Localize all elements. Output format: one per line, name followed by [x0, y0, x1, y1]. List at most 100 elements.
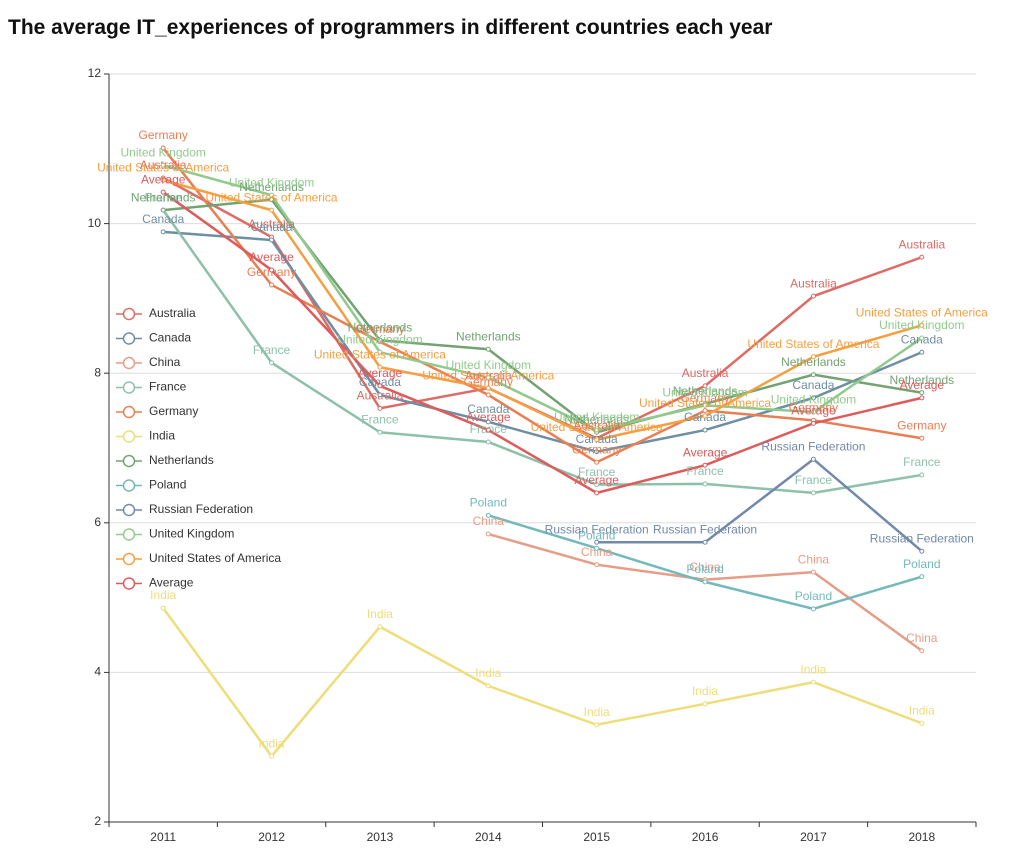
data-point — [377, 349, 383, 355]
data-point — [810, 420, 816, 426]
data-point — [485, 385, 491, 391]
data-point — [594, 437, 600, 443]
data-label: France — [795, 473, 833, 487]
data-point — [160, 162, 166, 168]
data-label: Average — [791, 403, 836, 417]
data-point — [269, 237, 275, 243]
legend-item[interactable]: United States of America — [116, 551, 281, 566]
legend-item[interactable]: Russian Federation — [116, 502, 253, 517]
data-label: France — [578, 465, 616, 479]
data-point — [919, 390, 925, 396]
x-tick-label: 2018 — [908, 830, 935, 844]
data-point — [702, 481, 708, 487]
legend-marker — [122, 307, 136, 321]
legend-item[interactable]: Average — [116, 576, 194, 590]
data-label: Russian Federation — [761, 439, 865, 453]
data-label: Poland — [470, 495, 507, 509]
data-point — [594, 722, 600, 728]
legend-label: France — [149, 380, 187, 394]
legend-label: Australia — [149, 306, 196, 320]
data-point — [919, 395, 925, 401]
legend-item[interactable]: Canada — [116, 331, 191, 345]
legend-marker — [122, 577, 136, 590]
data-label: United States of America — [314, 347, 446, 361]
y-tick-label: 10 — [88, 216, 102, 230]
y-tick-label: 8 — [94, 365, 101, 379]
chart-title: The average IT_experiences of programmer… — [8, 16, 772, 39]
legend-item[interactable]: France — [116, 380, 187, 394]
legend-marker — [122, 356, 136, 370]
data-point — [269, 207, 275, 213]
legend-item[interactable]: India — [116, 429, 175, 443]
data-point — [485, 531, 491, 537]
legend-marker — [122, 479, 136, 492]
data-label: Poland — [578, 528, 615, 542]
data-label: Canada — [251, 220, 293, 234]
legend-marker — [122, 454, 136, 468]
legend-label: Germany — [149, 404, 198, 418]
data-point — [702, 413, 708, 419]
data-point — [485, 683, 491, 689]
data-label: Germany — [897, 418, 946, 432]
data-point — [594, 539, 600, 545]
legend-label: United Kingdom — [149, 527, 234, 541]
data-label: United States of America — [97, 160, 229, 174]
data-label: United Kingdom — [120, 145, 205, 159]
data-label: France — [145, 190, 183, 204]
series-line — [596, 457, 923, 553]
data-point — [377, 429, 383, 435]
data-label: United Kingdom — [662, 386, 747, 400]
data-point — [919, 322, 925, 328]
legend-label: Canada — [149, 331, 191, 345]
x-tick-label: 2017 — [800, 830, 827, 844]
legend-item[interactable]: Australia — [116, 306, 196, 321]
data-label: United Kingdom — [771, 392, 856, 406]
data-point — [702, 579, 708, 585]
data-point — [810, 456, 816, 462]
data-label: Netherlands — [348, 320, 413, 334]
legend-item[interactable]: United Kingdom — [116, 527, 234, 541]
data-point — [377, 337, 383, 343]
data-label: Average — [466, 410, 511, 424]
data-label: Netherlands — [889, 373, 954, 387]
legend-label: India — [149, 429, 175, 443]
data-point — [377, 364, 383, 370]
legend-label: Poland — [149, 478, 186, 492]
data-label: Netherlands — [673, 384, 738, 398]
data-point — [269, 753, 275, 759]
data-point — [485, 392, 491, 398]
data-label: Poland — [903, 557, 940, 571]
legend-label: China — [149, 355, 181, 369]
x-tick-label: 2011 — [150, 830, 176, 844]
data-label: Russian Federation — [545, 522, 649, 536]
data-point — [485, 375, 491, 381]
data-point — [702, 408, 708, 414]
legend-item[interactable]: Germany — [116, 404, 198, 419]
legend-item[interactable]: China — [116, 355, 181, 370]
data-label: Australia — [790, 276, 837, 290]
series-line — [163, 230, 923, 454]
data-label: India — [259, 736, 285, 750]
data-label: France — [361, 412, 399, 426]
series-line — [162, 607, 923, 759]
data-point — [919, 548, 925, 554]
data-label: Australia — [573, 418, 620, 432]
data-point — [269, 267, 275, 273]
data-point — [594, 449, 600, 455]
data-point — [919, 349, 925, 355]
data-point — [269, 282, 275, 288]
legend-marker — [122, 430, 136, 443]
data-label: United Kingdom — [229, 175, 314, 189]
data-label: Netherlands — [781, 355, 846, 369]
data-label: Germany — [355, 322, 404, 336]
data-label: Average — [900, 378, 945, 392]
legend-item[interactable]: Netherlands — [116, 453, 214, 468]
data-point — [269, 360, 275, 366]
data-label: Canada — [792, 378, 834, 392]
data-point — [377, 624, 383, 630]
legend-item[interactable]: Poland — [116, 478, 186, 492]
data-point — [594, 562, 600, 568]
data-point — [485, 346, 491, 352]
data-point — [377, 392, 383, 398]
